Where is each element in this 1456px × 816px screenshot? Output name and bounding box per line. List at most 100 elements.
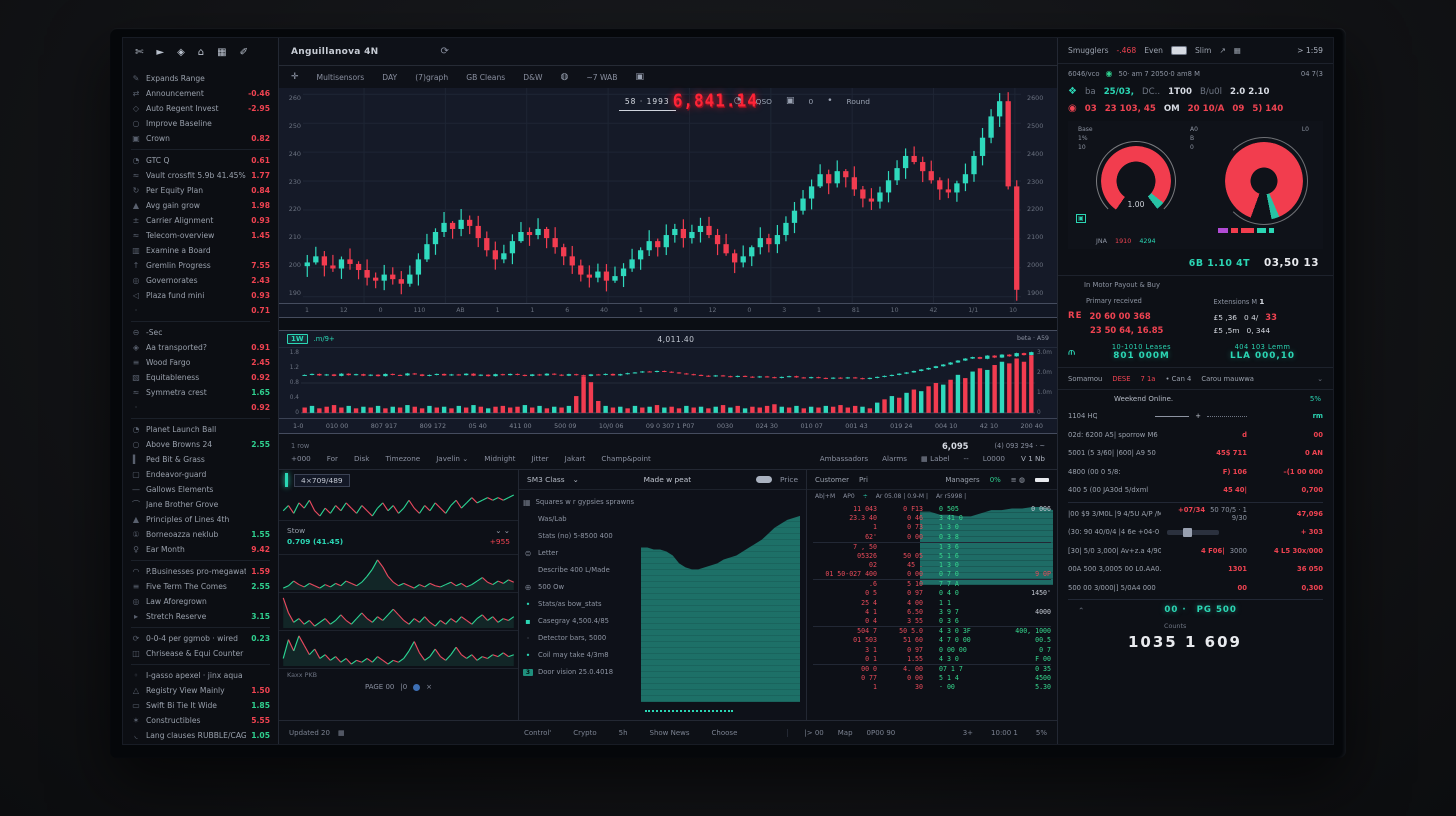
order-book-row[interactable]: 7 , 50 1 3 6 <box>813 541 1051 551</box>
gain-row[interactable]: ❖ ba 25/03, DC.. 1T00 B/u0l 2.0 2.10 <box>1058 83 1333 100</box>
depth-menu-item[interactable]: • Coil may take 4/3m8 <box>523 647 633 663</box>
tab-3[interactable]: Carou mauwwa <box>1201 374 1254 383</box>
watchlist-item[interactable]: ✎ Expands Range <box>131 71 270 86</box>
toolbar-item-4[interactable]: GB Cleans <box>466 72 506 82</box>
toolbar-item-3[interactable]: (7)graph <box>415 72 449 82</box>
depth-menu-item[interactable]: ▦ Squares w r gypsies sprawns <box>523 494 634 510</box>
depth-menu-item[interactable]: Stats (no) 5-8500 400 <box>523 528 633 544</box>
toolbar-item-2[interactable]: DAY <box>382 72 398 82</box>
footer-link-4[interactable]: Choose <box>711 728 738 737</box>
footer-mid-1[interactable]: Map <box>837 728 853 737</box>
watchlist-item[interactable]: ⌒ Jane Brother Grove <box>131 497 270 512</box>
toolbar2-right-item-3[interactable]: -- <box>963 453 969 463</box>
ob-icons[interactable]: ≡ ◍ <box>1011 476 1025 484</box>
order-book-row[interactable]: 0 77 0 00 5 1 4 4500 <box>813 673 1051 682</box>
toolbar2-item-1[interactable]: For <box>326 453 338 463</box>
table-row[interactable]: 500 00 3/000|] 5/0A4 000 00 0,300 <box>1068 579 1323 598</box>
overlay-icon-2[interactable]: • <box>827 96 833 106</box>
table-row[interactable]: 4800 (00 0 5/8: F) 106 –(1 00 000 <box>1068 463 1323 482</box>
slider[interactable] <box>1167 527 1219 537</box>
table-row[interactable]: 5001 (5 3/60| |600| A9 50 45$ 711 0 AN <box>1068 444 1323 463</box>
ob-col-pri[interactable]: Pri <box>859 475 868 484</box>
toolbar2-item-4[interactable]: Javelin ⌄ <box>436 453 469 463</box>
sidebar-tool-icon-0[interactable]: ✄ <box>135 46 144 58</box>
toolbar2-item-5[interactable]: Midnight <box>484 453 516 463</box>
watchlist-item[interactable]: ▲ Avg gain grow 1.98 <box>131 198 270 213</box>
sidebar-tool-icon-5[interactable]: ✐ <box>239 46 248 58</box>
depth-menu-item[interactable]: · Detector bars, 5000 <box>523 630 633 646</box>
watchlist-item[interactable]: — Gallows Elements <box>131 482 270 497</box>
watchlist-item[interactable]: ± Carrier Alignment 0.93 <box>131 213 270 228</box>
toolbar2-right-item-0[interactable]: Ambassadors <box>819 453 869 463</box>
watchlist-item[interactable]: ≈ Vault crossfit 5.9b 41.45% 1.77 <box>131 168 270 183</box>
watchlist-item[interactable]: · 0.71 <box>131 303 270 318</box>
depth-menu-item[interactable]: Was/Lab <box>523 511 633 527</box>
chevron-down-icon[interactable]: ⌄ <box>1317 374 1323 383</box>
sidebar-tool-icon-3[interactable]: ⌂ <box>197 46 205 58</box>
watchlist-item[interactable]: ◔ GTC Q 0.61 <box>131 153 271 168</box>
watchlist-item[interactable]: ◇ Auto Regent Invest -2.95 <box>131 101 270 116</box>
collapse-carets[interactable]: ⌄ ⌄ <box>495 526 510 535</box>
refresh-icon[interactable]: ⟳ <box>440 46 449 57</box>
watchlist-item[interactable]: ○ Improve Baseline <box>131 116 270 131</box>
interval-badge[interactable]: 1W <box>287 334 308 344</box>
toolbar-item-5[interactable]: D&W <box>523 72 543 82</box>
footer-link-2[interactable]: 5h <box>618 728 628 737</box>
watchlist-item[interactable]: ◔ Planet Launch Ball <box>131 422 270 437</box>
footer-mid-0[interactable]: |> 00 <box>804 728 824 737</box>
toolbar2-item-8[interactable]: Champ&point <box>601 453 651 463</box>
watchlist-item[interactable]: ≡ Wood Fargo 2.45 <box>131 355 270 370</box>
toolbar2-item-0[interactable]: +000 <box>291 453 311 463</box>
table-row[interactable]: (30: 90 40/0/4 |4 6e +04-0 + 303 <box>1068 523 1323 542</box>
watchlist-item[interactable]: ▭ Swift Bi Tie It Wide 1.85 <box>131 698 270 713</box>
depth-menu-item[interactable]: 3 Door vision 25.0.4018 <box>523 664 633 680</box>
tab-2[interactable]: • Can 4 <box>1165 374 1192 383</box>
grid-icon[interactable]: ▦ <box>1233 46 1241 55</box>
watchlist-item[interactable]: ⇄ Announcement -0.46 <box>131 86 270 101</box>
chevron-down-icon[interactable]: ⌄ <box>572 475 579 484</box>
sidebar-tool-icon-2[interactable]: ◈ <box>177 46 185 58</box>
order-book-row[interactable]: 1 0 73 1 3 0 <box>813 523 1051 532</box>
symbol-tab[interactable]: Anguillanova 4N <box>291 46 379 57</box>
table-row[interactable]: [30| 5/0 3,000| Av+z.a 4/9000 4 F06| 3000 4… <box>1068 542 1323 561</box>
order-book-row[interactable]: 0 4 3 55 0 3 6 <box>813 617 1051 626</box>
footer-mid-2[interactable]: 0P00 90 <box>866 728 896 737</box>
toolbar2-item-7[interactable]: Jakart <box>564 453 586 463</box>
pagination[interactable]: PAGE 00 |0 × <box>279 681 518 693</box>
order-book-row[interactable]: 05326 50 05 5 1 6 <box>813 551 1051 560</box>
watchlist-item[interactable]: ▢ Endeavor-guard <box>131 467 270 482</box>
order-book-row[interactable]: 01 50-027 400 0 00 0 7 0 9 0P <box>813 570 1051 579</box>
watchlist-item[interactable]: ♀ Ear Month 9.42 <box>131 542 270 557</box>
order-book-row[interactable]: .6 5 10 7 7 A <box>813 579 1051 588</box>
ob-icon-1[interactable]: ◍ <box>1018 475 1025 484</box>
watchlist-item[interactable]: △ Registry View Mainly 1.50 <box>131 683 270 698</box>
toolbar2-right-item-2[interactable]: ▦ Label <box>921 453 950 463</box>
close-icon[interactable]: × <box>426 683 433 691</box>
toolbar-icon-8[interactable]: ▣ <box>635 72 644 82</box>
watchlist-item[interactable]: ▍ Ped Bit & Grass <box>131 452 270 467</box>
order-book-row[interactable]: 4 1 6.50 3 9 7 4000 <box>813 607 1051 616</box>
sidebar-tool-icon-1[interactable]: ► <box>156 46 165 58</box>
watchlist-item[interactable]: ✶ Constructibles 5.55 <box>131 713 270 728</box>
toolbar-icon-6[interactable]: ◍ <box>560 72 569 82</box>
order-book-row[interactable]: 3 1 0 97 0 00 00 0 7 <box>813 645 1051 654</box>
toolbar-icon-0[interactable]: ✛ <box>291 72 299 82</box>
table-row[interactable]: |00 $9 3/M0L |9 4/5U A/P /M +07/34 50 70/5… <box>1068 505 1323 524</box>
watchlist-item[interactable]: ⊖ -Sec <box>131 325 270 340</box>
slim-button[interactable]: Slim <box>1194 46 1212 55</box>
watchlist-item[interactable]: ↻ Per Equity Plan 0.84 <box>131 183 270 198</box>
table-row[interactable]: 1104 HQB|5A| prowl JA 60 + rm <box>1068 407 1323 426</box>
page-dot[interactable] <box>413 683 421 691</box>
ob-col-customer[interactable]: Customer <box>815 475 850 484</box>
watchlist-item[interactable]: ≈ Symmetra crest 1.65 <box>131 385 270 400</box>
mode-pill[interactable] <box>1170 46 1187 55</box>
watchlist-item[interactable]: ◎ Law Aforegrown <box>131 594 270 609</box>
arrow-icon[interactable]: ↗ <box>1219 46 1226 55</box>
watchlist-item[interactable]: ▣ Crown 0.82 <box>131 131 270 146</box>
watchlist-item[interactable]: · 0.92 <box>131 400 270 415</box>
depth-menu-item[interactable]: ⊕ 500 Ow <box>523 579 633 595</box>
table-row[interactable]: 00A 500 3,0005 00 L0.AA0.50 1301 36 050 <box>1068 560 1323 579</box>
watchlist-item[interactable]: ◟ Lang clauses RUBBLE/CAGE 1.05 <box>131 728 270 743</box>
watchlist-item[interactable]: ≡ Five Term The Comes 2.55 <box>131 579 270 594</box>
footer-link-3[interactable]: Show News <box>649 728 690 737</box>
